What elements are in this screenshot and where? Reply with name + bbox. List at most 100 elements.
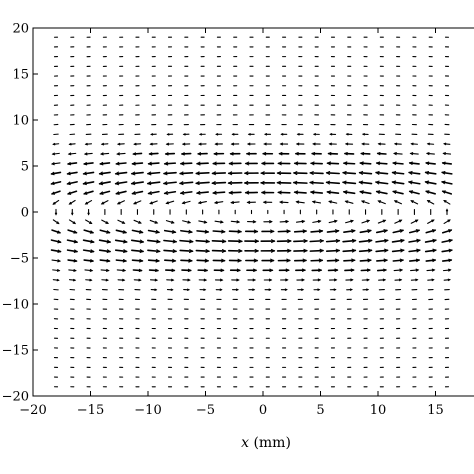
vector-arrow (342, 249, 357, 253)
vector-arrow (310, 191, 324, 194)
vector-arrow-head (220, 278, 224, 282)
vector-arrow-head (448, 238, 453, 243)
vector-arrow-head (237, 258, 242, 263)
vector-arrow-head (270, 248, 276, 253)
vector-arrow-head (301, 288, 305, 291)
vector-arrow (361, 200, 370, 205)
vector-arrow (326, 229, 340, 233)
x-tick-label: 10 (370, 403, 387, 418)
vector-arrow-head (89, 259, 95, 263)
vector-arrow-head (122, 268, 127, 272)
vector-arrow (293, 181, 308, 184)
vector-arrow-head (317, 278, 322, 282)
vector-arrow-head (83, 152, 88, 156)
vector-arrow-head (431, 229, 437, 233)
vector-arrow-head (399, 229, 405, 233)
vector-arrow-head (138, 278, 142, 282)
vector-arrow (67, 190, 78, 195)
vector-arrow-head (383, 229, 388, 233)
vector-arrow-head (67, 191, 72, 195)
vector-arrow-head (280, 133, 284, 136)
vector-arrow-head (366, 288, 370, 291)
vector-arrow-head (254, 248, 260, 253)
vector-arrow (98, 249, 111, 253)
vector-arrow-head (84, 201, 89, 205)
vector-arrow-head (268, 278, 273, 282)
vector-arrow-head (181, 142, 186, 146)
vector-arrow-head (122, 230, 128, 234)
vector-arrow-head (367, 248, 373, 253)
vector-arrow-head (230, 142, 235, 146)
vector-arrow (164, 259, 177, 262)
vector-arrow (147, 162, 160, 165)
vector-arrow-head (171, 258, 177, 263)
vector-arrow-head (334, 278, 338, 282)
vector-arrow (165, 200, 175, 204)
vector-arrow (392, 259, 404, 262)
x-axis-ticks: −20 −15 −10 −5 0 5 10 15 (19, 28, 444, 418)
vector-arrow-head (243, 180, 249, 185)
vector-arrow (131, 171, 144, 175)
vector-arrow (67, 259, 78, 262)
plot-background (33, 28, 474, 396)
vector-arrow (343, 259, 356, 262)
vector-arrow (196, 230, 209, 233)
y-tick-label: 5 (21, 160, 29, 175)
vector-arrow (147, 229, 160, 234)
vector-arrow-head (333, 219, 338, 223)
vector-arrow-head (246, 200, 251, 204)
vector-arrow-head (220, 268, 225, 273)
vector-arrow-head (269, 220, 273, 224)
vector-arrow (309, 181, 324, 185)
vector-arrow-head (448, 268, 452, 272)
vector-arrow-head (227, 181, 233, 185)
vector-arrow-head (303, 239, 308, 243)
vector-arrow-head (260, 171, 265, 176)
vector-arrow (83, 229, 94, 234)
vector-arrow-head (187, 268, 192, 273)
vector-arrow (180, 162, 193, 165)
vector-arrow-head (133, 201, 137, 205)
vector-arrow-head (384, 238, 389, 243)
vector-arrow (342, 239, 357, 243)
vector-arrow (163, 171, 177, 175)
vector-arrow-head (114, 171, 120, 176)
vector-arrow-head (122, 278, 126, 282)
vector-arrow-head (139, 249, 145, 254)
vector-arrow (51, 259, 61, 262)
vector-arrow (441, 181, 453, 185)
vector-arrow (101, 200, 109, 205)
vector-arrow-head (408, 161, 413, 165)
vector-arrow-head (366, 268, 371, 272)
vector-arrow-head (66, 181, 71, 186)
vector-arrow-head (171, 229, 177, 234)
vector-arrow-head (295, 200, 300, 204)
vector-arrow (83, 190, 94, 195)
vector-arrow-head (115, 161, 120, 166)
vector-arrow (343, 191, 356, 195)
vector-arrow (149, 200, 158, 205)
vector-arrow-head (163, 191, 169, 195)
vector-arrow-head (361, 142, 365, 146)
vector-arrow-head (431, 268, 436, 272)
vector-arrow (345, 220, 354, 224)
vector-arrow-head (410, 200, 414, 203)
vector-arrow (195, 181, 210, 185)
vector-arrow-head (432, 238, 437, 243)
x-tick-label: −10 (134, 403, 161, 418)
vector-arrows (50, 36, 453, 388)
vector-arrow (114, 239, 128, 243)
vector-arrow-head (52, 142, 56, 146)
vector-arrow-head (156, 249, 161, 254)
vector-arrow (130, 181, 144, 185)
vector-arrow-head (399, 278, 403, 282)
vector-arrow-head (311, 200, 316, 204)
vector-arrow (293, 191, 307, 194)
vector-arrow-head (235, 288, 239, 291)
vector-arrow (117, 200, 125, 205)
vector-arrow-head (238, 239, 243, 244)
vector-arrow (425, 162, 436, 165)
vector-arrow-head (343, 151, 348, 156)
vector-arrow-head (147, 161, 152, 166)
vector-arrow-head (231, 133, 235, 136)
